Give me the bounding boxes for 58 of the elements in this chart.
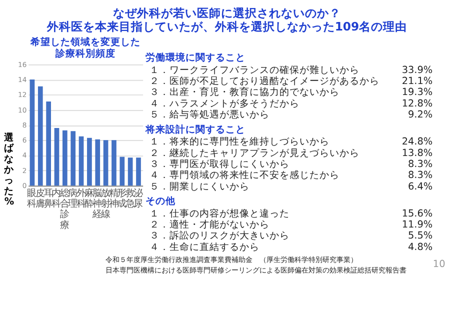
text: 外科医を本来目指していたが、外科を選択しなかった109名の理由 — [46, 19, 408, 34]
text: 10 — [432, 259, 446, 270]
bar — [38, 86, 43, 186]
category-label: ３．訴訟のリスクが大きいから — [149, 230, 290, 242]
text: 希望した領域を変更した — [30, 36, 140, 48]
x-tick-label: 精神 — [108, 186, 119, 210]
bar — [95, 139, 100, 186]
text: 15.6% — [402, 208, 433, 220]
category-label: １．仕事の内容が想像と違った — [149, 207, 290, 220]
text: 33.9% — [402, 64, 433, 76]
x-tick-label: 眼科 — [27, 188, 38, 210]
x-tick-label: 耳鼻 — [44, 188, 54, 210]
category-label: ４．専門領域の将来性に不安を感じたから — [149, 169, 340, 182]
text: 4.8% — [408, 242, 433, 253]
text: 6.4% — [408, 181, 433, 192]
bar — [54, 128, 60, 186]
text: 21.1% — [402, 76, 433, 88]
bar — [103, 140, 108, 186]
x-tick-label: 泌尿 — [134, 186, 144, 210]
bar — [70, 131, 76, 186]
x-tick-label: 形成 — [117, 188, 128, 210]
bar — [46, 102, 51, 186]
text: 19.3% — [402, 87, 433, 98]
category-label: ５．開業しにくいから — [149, 180, 250, 192]
text: 24.8% — [402, 136, 433, 148]
bar — [120, 156, 125, 186]
category-label: ２．適性・才能がないから — [149, 218, 270, 231]
bar — [136, 158, 141, 186]
text: その他 — [146, 195, 177, 208]
text: 9.2% — [408, 109, 433, 120]
category-label: ３．出産・育児・教育に協力的でないから — [149, 86, 340, 98]
bar — [112, 140, 116, 186]
text: 8.3% — [408, 170, 433, 182]
category-label: ２．医師が不足しており過酷なイメージがあるから — [149, 75, 380, 88]
text: 8.3% — [408, 158, 433, 170]
category-label: ５．給与等処遇が悪いから — [149, 108, 270, 120]
text: 診療科別頻度 — [55, 48, 116, 60]
text: 11.9% — [402, 220, 433, 231]
text: 13.8% — [402, 148, 433, 159]
category-label: ４．生命に直結するから — [149, 240, 260, 253]
text: 5.5% — [408, 230, 433, 242]
category-label: ３．専門医が取得しにくいから — [149, 158, 290, 170]
text: なぜ外科が若い医師に選択されないのか？ — [112, 6, 341, 20]
x-tick-label: 皮膚 — [35, 186, 46, 210]
category-label: ４．ハラスメントが多そうだから — [149, 97, 300, 110]
y-axis-title: 選ばなかった% — [3, 132, 16, 208]
bar — [30, 80, 35, 186]
text: 将来設計に関すること — [144, 123, 246, 136]
bar — [87, 138, 92, 186]
text: 12.8% — [402, 98, 433, 110]
category-label: ２．継続したキャリアプランが見えづらいから — [149, 146, 360, 159]
bar — [128, 158, 133, 186]
bar — [62, 130, 68, 186]
x-tick-label: 脳神経 — [92, 188, 103, 220]
category-label: １．ワークライフバランスの確保が難しいから — [149, 64, 360, 76]
text: 労働環境に関すること — [146, 52, 246, 64]
bar — [78, 136, 84, 186]
category-label: １．将来的に専門性を維持しづらいから — [149, 136, 330, 148]
